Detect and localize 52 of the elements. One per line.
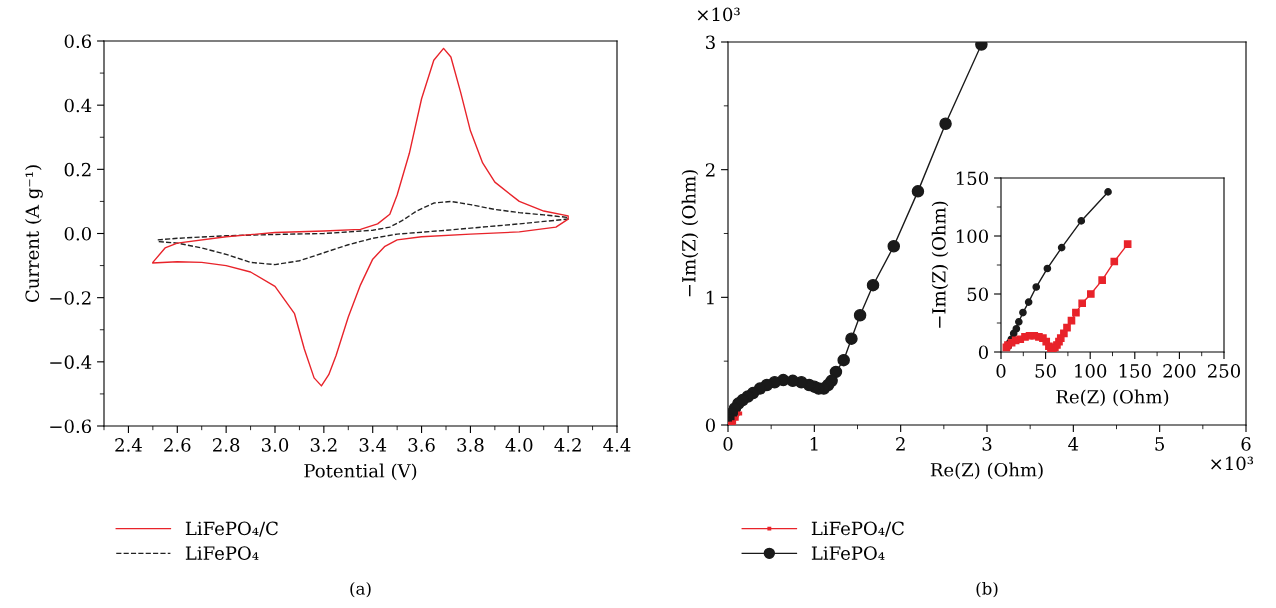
x-axis-title: Re(Z) (Ohm) <box>1056 389 1169 407</box>
x-axis-title: Re(Z) (Ohm) <box>930 462 1043 480</box>
y-tick-label: 0.6 <box>64 34 92 49</box>
x-tick-label: 0 <box>996 364 1006 378</box>
x-tick-label: 2.4 <box>115 438 142 452</box>
y-tick-label: 50 <box>967 287 988 302</box>
x-tick-label: 4.0 <box>505 438 533 452</box>
y-tick-label: 0 <box>705 418 715 433</box>
y-tick-label: 150 <box>956 171 988 186</box>
x-tick-label: 4.2 <box>554 438 581 452</box>
y-axis-title: −Im(Z) (Ohm) <box>681 170 699 297</box>
legend-label: LiFePO₄ <box>811 546 885 560</box>
y-tick-label: −0.6 <box>50 419 92 434</box>
text: (a) <box>350 581 371 598</box>
y-tick-label: 100 <box>956 229 988 244</box>
x-tick-label: 3.6 <box>408 438 435 452</box>
x-tick-label: 50 <box>1035 364 1056 378</box>
x-tick-label: 150 <box>1119 364 1151 378</box>
x-tick-label: 0 <box>723 437 733 451</box>
y-tick-label: 0.4 <box>64 98 92 113</box>
text: ×10³ <box>1211 456 1254 471</box>
y-axis-title: −Im(Z) (Ohm) <box>931 201 949 328</box>
x-tick-label: 3.0 <box>262 438 289 452</box>
y-tick-label: 0 <box>978 345 988 360</box>
x-tick-label: 3.4 <box>359 438 387 452</box>
x-tick-label: 2.6 <box>164 438 191 452</box>
x-tick-label: 2 <box>896 437 905 451</box>
x-tick-label: 3.8 <box>457 438 484 452</box>
x-tick-label: 4 <box>1068 437 1079 451</box>
x-tick-label: 250 <box>1207 364 1241 378</box>
y-tick-label: 1 <box>706 290 714 305</box>
text: ×10³ <box>697 7 740 22</box>
y-tick-label: 3 <box>706 35 715 50</box>
x-tick-label: 200 <box>1163 364 1196 378</box>
y-axis-title: Current (A g⁻¹) <box>25 165 43 303</box>
y-tick-label: 0.0 <box>64 226 91 241</box>
y-tick-label: 2 <box>705 163 715 177</box>
legend-label: LiFePO₄/C <box>185 521 278 537</box>
legend-label: LiFePO₄ <box>185 546 259 560</box>
x-tick-label: 1 <box>810 437 818 451</box>
x-tick-label: 3.2 <box>310 438 337 452</box>
x-tick-label: 6 <box>1241 437 1251 451</box>
x-axis-title: Potential (V) <box>304 463 417 481</box>
x-tick-label: 4.4 <box>603 438 631 452</box>
x-tick-label: 5 <box>1155 437 1165 451</box>
y-tick-label: −0.2 <box>50 291 91 305</box>
legend-label: LiFePO₄/C <box>811 521 904 537</box>
y-tick-label: −0.4 <box>50 355 92 369</box>
text: (b) <box>976 581 998 598</box>
x-tick-label: 2.8 <box>213 438 240 452</box>
x-tick-label: 100 <box>1075 364 1107 378</box>
y-tick-label: 0.2 <box>64 162 91 177</box>
